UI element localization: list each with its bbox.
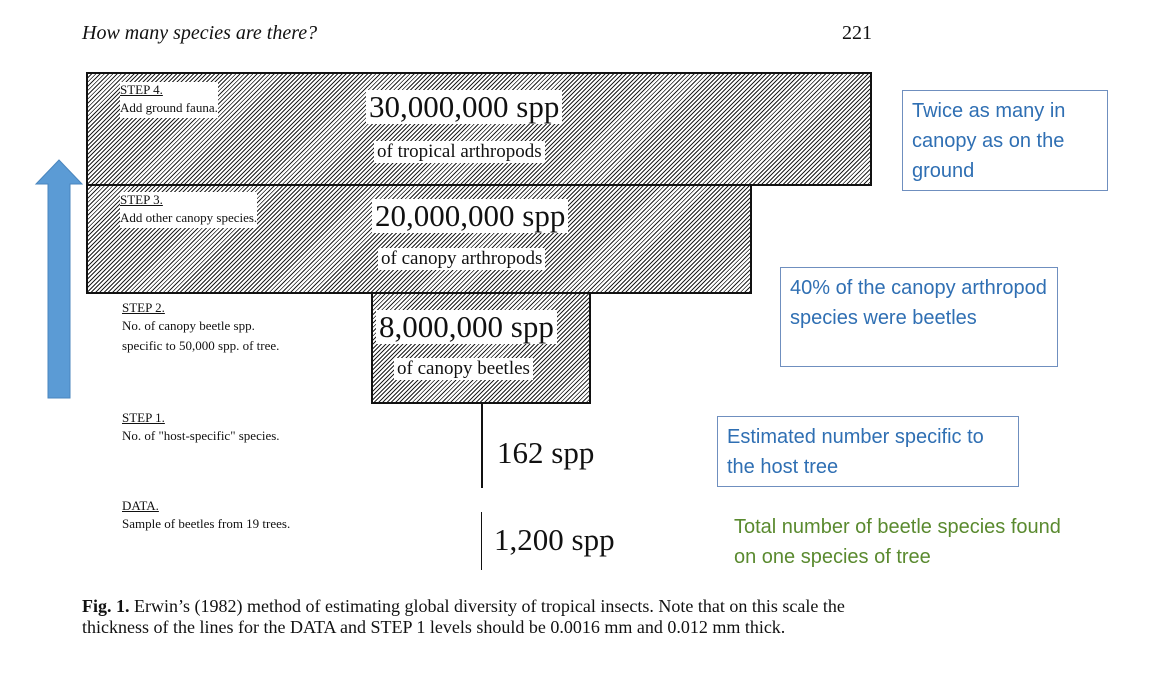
step4-value: 30,000,000 spp xyxy=(366,90,563,124)
step3-desc: Add other canopy species. xyxy=(120,210,258,225)
figure-caption: Fig. 1. Erwin’s (1982) method of estimat… xyxy=(82,596,892,638)
step4-sub: of tropical arthropods xyxy=(374,141,545,163)
step3-sub: of canopy arthropods xyxy=(378,248,546,270)
step2-desc-2: specific to 50,000 spp. of tree. xyxy=(122,338,280,353)
step1-label: STEP 1. No. of "host-specific" species. xyxy=(122,410,280,446)
data-desc: Sample of beetles from 19 trees. xyxy=(122,516,291,531)
caption-label: Fig. 1. xyxy=(82,596,130,616)
data-title: DATA. xyxy=(122,498,159,513)
step3-value: 20,000,000 spp xyxy=(372,199,569,233)
step4-label: STEP 4. Add ground fauna. xyxy=(120,82,218,118)
step4-callout: Twice as many in canopy as on the ground xyxy=(902,90,1108,191)
step1-line xyxy=(481,404,483,488)
step3-title: STEP 3. xyxy=(120,192,163,207)
step2-desc-1: No. of canopy beetle spp. xyxy=(122,318,255,333)
step2-callout: 40% of the canopy arthropod species were… xyxy=(780,267,1058,367)
step1-callout: Estimated number specific to the host tr… xyxy=(717,416,1019,487)
step4-title: STEP 4. xyxy=(120,82,163,97)
running-head: How many species are there? xyxy=(82,22,318,44)
page-number: 221 xyxy=(842,22,872,44)
step2-value: 8,000,000 spp xyxy=(376,310,557,344)
step2-sub: of canopy beetles xyxy=(394,358,533,380)
data-note: Total number of beetle species found on … xyxy=(734,516,1061,568)
caption-text: Erwin’s (1982) method of estimating glob… xyxy=(82,596,845,637)
step1-value: 162 spp xyxy=(497,435,595,470)
data-value: 1,200 spp xyxy=(494,522,615,557)
step2-title: STEP 2. xyxy=(122,300,165,315)
data-line xyxy=(481,512,482,570)
data-label: DATA. Sample of beetles from 19 trees. xyxy=(122,498,290,534)
step2-label: STEP 2. No. of canopy beetle spp. specif… xyxy=(122,300,279,356)
step4-desc: Add ground fauna. xyxy=(120,100,218,115)
step1-title: STEP 1. xyxy=(122,410,165,425)
up-arrow-icon xyxy=(34,159,84,399)
step3-label: STEP 3. Add other canopy species. xyxy=(120,192,258,228)
step1-desc: No. of "host-specific" species. xyxy=(122,428,280,443)
